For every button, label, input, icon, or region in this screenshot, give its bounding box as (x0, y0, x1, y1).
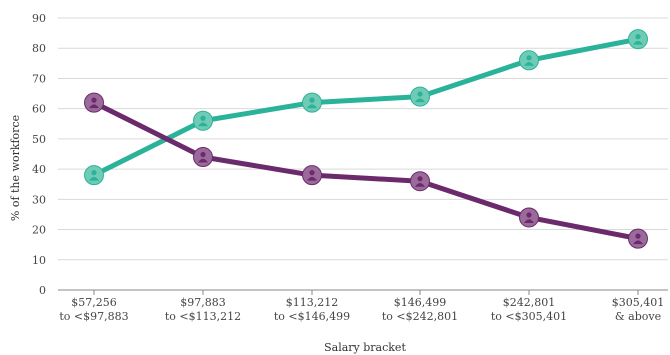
person-icon (524, 212, 534, 223)
data-point (193, 147, 213, 168)
person-icon (198, 151, 208, 163)
series-lines (91, 36, 641, 242)
y-tick-label: 0 (39, 284, 46, 297)
y-axis-title: % of the workforce (9, 115, 22, 221)
data-point (628, 29, 648, 50)
x-tick-label: $113,212 to <$146,499 (274, 296, 350, 323)
x-tick-label: $146,499 to <$242,801 (382, 296, 458, 323)
x-tick-label: $97,883 to <$113,212 (165, 296, 241, 323)
data-point (410, 171, 430, 192)
person-icon (524, 55, 534, 66)
data-point (302, 165, 322, 186)
person-icon (89, 170, 99, 181)
person-icon (307, 97, 317, 109)
y-tick-labels: 0 10 20 30 40 50 60 70 80 90 (32, 12, 46, 297)
data-point (84, 92, 104, 113)
data-point (84, 165, 104, 186)
y-tick-label: 80 (32, 42, 46, 55)
data-point (519, 207, 539, 228)
data-point (519, 50, 539, 71)
person-icon (415, 176, 425, 187)
y-tick-label: 10 (32, 254, 46, 267)
y-tick-label: 50 (32, 133, 46, 146)
person-icon (633, 233, 643, 245)
data-point (302, 92, 322, 113)
data-point (410, 86, 430, 107)
y-tick-label: 60 (32, 103, 46, 116)
y-tick-label: 70 (32, 72, 46, 85)
x-tick-label: $242,801 to <$305,401 (491, 296, 567, 323)
y-tick-label: 90 (32, 12, 46, 25)
person-icon (89, 97, 99, 109)
x-tick-label: $305,401 & above (612, 296, 665, 323)
data-point (628, 228, 648, 249)
x-tick-labels: $57,256 to <$97,883 $97,883 to <$113,212 $11… (59, 290, 664, 323)
y-tick-label: 20 (32, 224, 46, 237)
x-axis-title: Salary bracket (324, 341, 406, 354)
series-markers (84, 29, 648, 249)
series-line-2 (91, 100, 641, 242)
series-line-1 (91, 36, 641, 178)
person-icon (198, 115, 208, 127)
person-icon (633, 34, 643, 45)
grid (58, 17, 668, 291)
person-icon (415, 91, 425, 103)
x-tick-label: $57,256 to <$97,883 (59, 296, 128, 323)
person-icon (307, 170, 317, 181)
y-tick-label: 40 (32, 163, 46, 176)
y-tick-label: 30 (32, 193, 46, 206)
data-point (193, 110, 213, 131)
